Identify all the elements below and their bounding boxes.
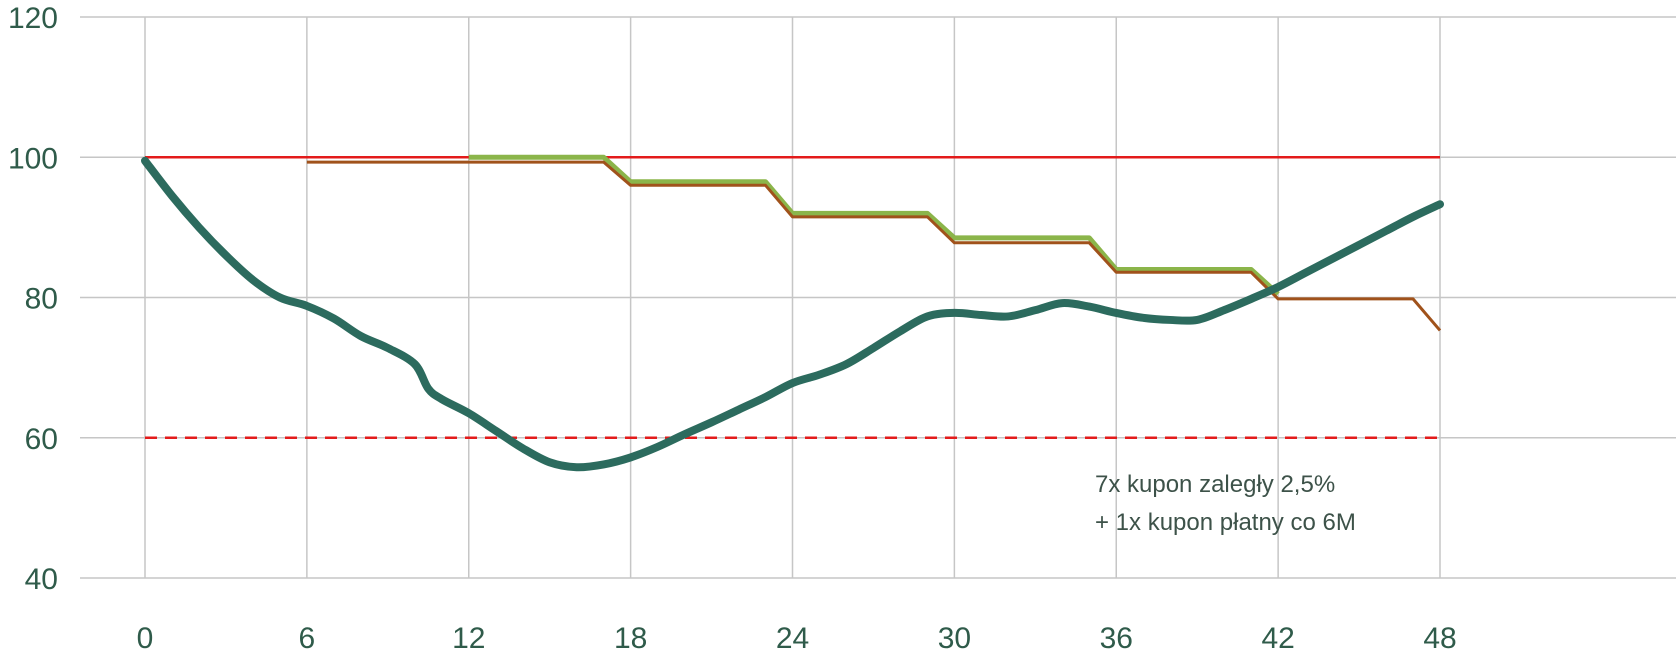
reference-lines bbox=[145, 156, 1440, 439]
x-tick-label: 6 bbox=[299, 622, 316, 655]
annotation-line-2: + 1x kupon płatny co 6M bbox=[1095, 509, 1356, 536]
step-line-green bbox=[468, 154, 1280, 296]
x-tick-label: 36 bbox=[1100, 622, 1133, 655]
y-tick-label: 80 bbox=[25, 283, 58, 316]
grid bbox=[80, 16, 1676, 579]
x-tick-label: 30 bbox=[938, 622, 971, 655]
y-tick-label: 100 bbox=[8, 142, 58, 175]
x-tick-label: 24 bbox=[776, 622, 809, 655]
y-tick-label: 40 bbox=[25, 563, 58, 596]
series-layer bbox=[141, 154, 1444, 472]
x-tick-label: 42 bbox=[1261, 622, 1294, 655]
y-axis-ticks: 40 60 80 100 120 bbox=[8, 2, 58, 596]
x-tick-label: 0 bbox=[137, 622, 154, 655]
y-tick-label: 120 bbox=[8, 2, 58, 35]
x-tick-label: 12 bbox=[452, 622, 485, 655]
x-tick-label: 48 bbox=[1423, 622, 1456, 655]
underlying-price-line bbox=[141, 156, 1444, 472]
x-axis-ticks: 0 6 12 18 24 30 36 42 48 bbox=[137, 622, 1457, 655]
step-line-brown bbox=[306, 160, 1442, 332]
annotation-line-1: 7x kupon zaległy 2,5% bbox=[1095, 471, 1335, 498]
y-tick-label: 60 bbox=[25, 423, 58, 456]
x-tick-label: 18 bbox=[614, 622, 647, 655]
